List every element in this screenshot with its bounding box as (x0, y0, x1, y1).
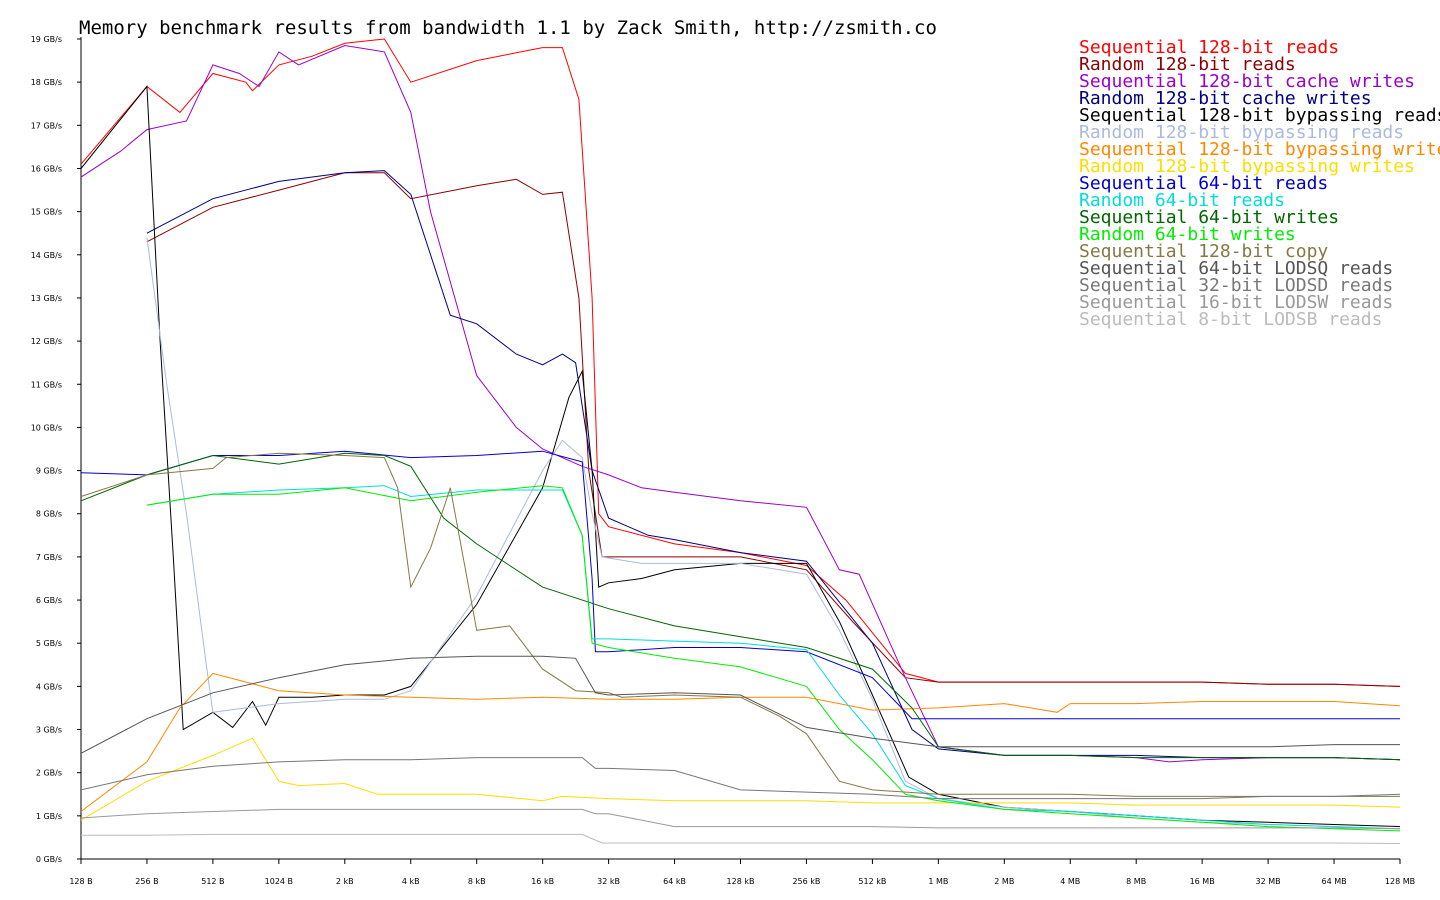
series-line (80, 655, 1400, 754)
y-tick-label: 12 GB/s (31, 337, 62, 346)
x-tick-label: 1024 B (265, 877, 293, 886)
x-tick-label: 8 MB (1126, 877, 1146, 886)
legend-entry: Sequential 16-bit LODSW reads (1079, 292, 1393, 313)
x-tick-label: 64 MB (1321, 877, 1346, 886)
y-tick-label: 11 GB/s (31, 380, 62, 389)
series-line (146, 170, 1401, 761)
legend-entry: Random 128-bit reads (1079, 54, 1296, 75)
y-tick-label: 0 GB/s (36, 855, 62, 864)
series-line (80, 808, 1401, 830)
x-tick-label: 256 kB (792, 877, 820, 886)
series-line (146, 485, 1401, 830)
x-tick-label: 4 MB (1060, 877, 1080, 886)
series-line (80, 452, 1401, 761)
y-tick-label: 18 GB/s (31, 78, 62, 87)
series-line (81, 833, 1401, 844)
x-tick-label: 1 MB (928, 877, 948, 886)
y-tick-label: 6 GB/s (36, 596, 62, 605)
x-tick-label: 512 kB (858, 877, 886, 886)
y-tick-label: 15 GB/s (31, 208, 62, 217)
x-tick-label: 128 B (69, 877, 92, 886)
x-tick-label: 64 kB (663, 877, 686, 886)
x-tick-label: 16 MB (1190, 877, 1215, 886)
y-tick-label: 14 GB/s (31, 251, 62, 260)
series-line (146, 485, 1401, 832)
x-tick-label: 128 MB (1385, 877, 1415, 886)
y-tick-label: 3 GB/s (36, 726, 62, 735)
series-line (80, 452, 1400, 797)
series-line (146, 172, 1401, 687)
y-tick-label: 2 GB/s (36, 769, 62, 778)
chart-title: Memory benchmark results from bandwidth … (79, 17, 937, 39)
x-tick-label: 256 B (135, 877, 158, 886)
x-tick-label: 2 kB (336, 877, 354, 886)
x-tick-label: 128 kB (727, 877, 755, 886)
legend-entry: Sequential 128-bit reads (1079, 37, 1339, 58)
y-tick-label: 10 GB/s (31, 423, 62, 432)
legend-entry: Random 64-bit writes (1079, 224, 1296, 245)
legend-entry: Random 128-bit cache writes (1079, 88, 1372, 109)
series-line (80, 672, 1401, 812)
legend-entry: Sequential 64-bit reads (1079, 173, 1328, 194)
legend-entry: Sequential 64-bit writes (1079, 207, 1339, 228)
x-tick-label: 4 kB (402, 877, 420, 886)
legend-entry: Sequential 128-bit bypassing writes (1079, 139, 1440, 160)
y-tick-label: 4 GB/s (36, 682, 62, 691)
x-tick-label: 2 MB (994, 877, 1014, 886)
y-tick-label: 9 GB/s (36, 467, 62, 476)
y-tick-label: 7 GB/s (36, 553, 62, 562)
legend-entry: Sequential 64-bit LODSQ reads (1079, 258, 1393, 279)
plot-area (80, 38, 1401, 844)
legend-entry: Sequential 8-bit LODSB reads (1079, 309, 1382, 330)
y-tick-label: 13 GB/s (31, 294, 62, 303)
x-tick-label: 32 kB (597, 877, 620, 886)
series-line (80, 737, 1401, 821)
y-tick-label: 17 GB/s (31, 121, 62, 130)
x-tick-label: 16 kB (531, 877, 554, 886)
legend-entry: Sequential 128-bit cache writes (1079, 71, 1415, 92)
axes: 0 GB/s 1 GB/s 2 GB/s 3 GB/s 4 GB/s 5 GB/s 6 GB… (31, 35, 1415, 886)
legend-entry: Random 64-bit reads (1079, 190, 1285, 211)
x-tick-label: 512 B (201, 877, 224, 886)
legend-entry: Sequential 128-bit bypassing reads (1079, 105, 1440, 126)
series-line (80, 450, 1400, 720)
x-tick-label: 32 MB (1256, 877, 1281, 886)
y-tick-label: 8 GB/s (36, 510, 62, 519)
legend-entry: Random 128-bit bypassing writes (1079, 156, 1415, 177)
y-tick-label: 5 GB/s (36, 639, 62, 648)
legend-entry: Sequential 128-bit copy (1079, 241, 1328, 262)
legend-entry: Sequential 32-bit LODSD reads (1079, 275, 1393, 296)
series-line (80, 757, 1401, 800)
x-tick-label: 8 kB (468, 877, 486, 886)
legend-entry: Random 128-bit bypassing reads (1079, 122, 1404, 143)
y-tick-label: 1 GB/s (36, 812, 62, 821)
y-tick-label: 19 GB/s (31, 35, 62, 44)
y-tick-label: 16 GB/s (31, 164, 62, 173)
